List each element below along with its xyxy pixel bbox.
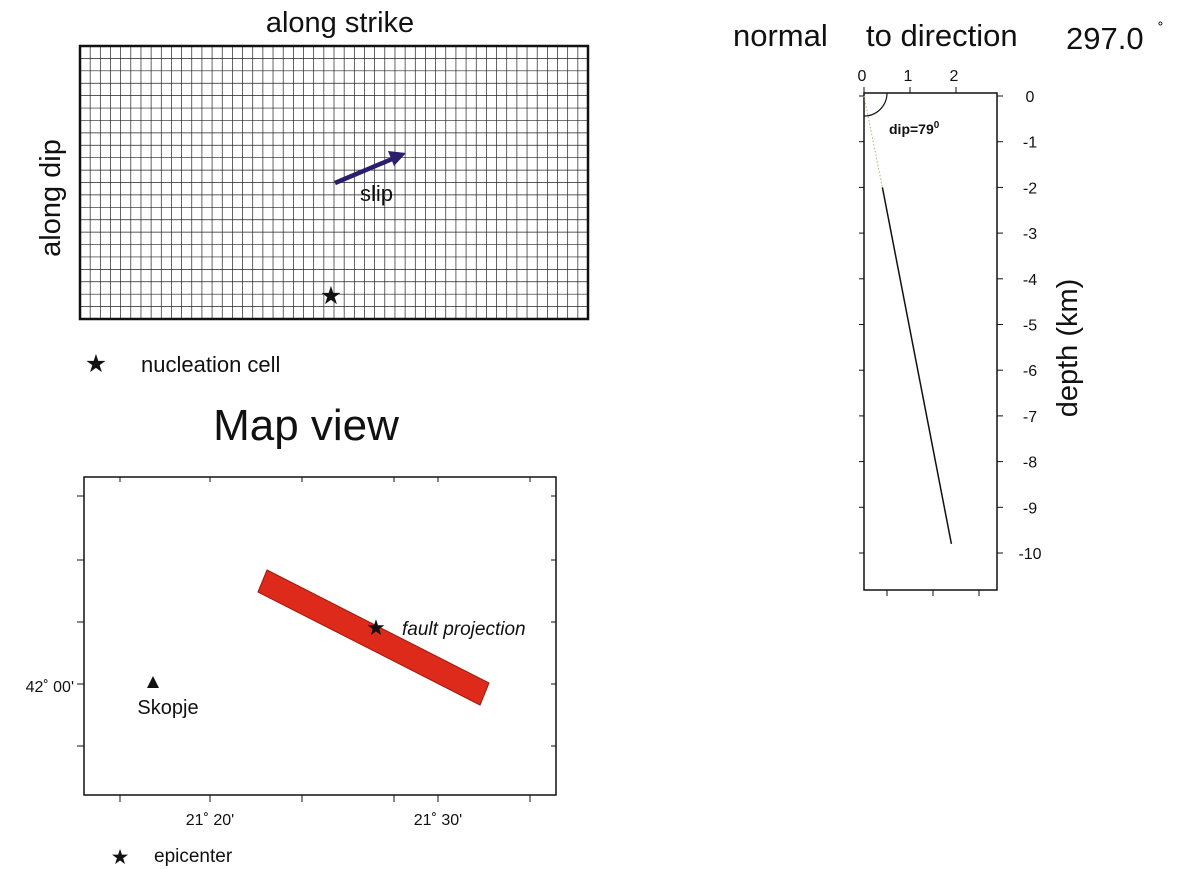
- nucleation-legend-label: nucleation cell: [141, 352, 280, 377]
- y-tick-label: -4: [1023, 272, 1037, 289]
- fault-trace-dotted: [863, 95, 883, 188]
- longitude-label-2: 21˚ 30': [414, 812, 462, 829]
- y-tick-label: -10: [1018, 546, 1041, 563]
- slip-arrow: [334, 151, 406, 186]
- fault-plane-border: [78, 44, 590, 321]
- x-tick-label: 1: [904, 68, 913, 85]
- nucleation-legend-star-icon: ★: [85, 350, 107, 378]
- y-tick-label: -3: [1023, 226, 1037, 243]
- longitude-label-1: 21˚ 20': [186, 812, 234, 829]
- cross-section-panel: normal to direction 297.0 ˚ 0 1 2 0 -1 -2 -3 -4…: [733, 18, 1164, 596]
- y-tick-label: -1: [1023, 135, 1037, 152]
- fault-plane-panel: along strike along dip slip ★: [35, 7, 590, 321]
- cross-section-ticks: 0 1 2 0 -1 -2 -3 -4 -5 -6 -7 -8 -9 -10: [858, 68, 1042, 596]
- along-strike-title: along strike: [266, 7, 414, 39]
- fault-grid: [80, 46, 588, 319]
- y-tick-label: -5: [1023, 318, 1037, 335]
- y-tick-label: -9: [1023, 500, 1037, 517]
- fault-trace: [863, 95, 953, 545]
- dip-label-text: dip=79: [889, 121, 934, 137]
- cross-section-title-normal: normal: [733, 18, 828, 53]
- map-view-title: Map view: [213, 401, 399, 450]
- epicenter-legend-label: epicenter: [154, 846, 233, 867]
- dip-angle-arc: [863, 92, 888, 117]
- dip-label-superscript: 0: [934, 120, 940, 131]
- skopje-triangle-icon: [147, 676, 159, 688]
- nucleation-legend: ★ nucleation cell: [85, 350, 281, 378]
- map-view-panel: Map view ★ fault projection Skopje 42˚ 0…: [26, 401, 557, 829]
- degree-symbol: ˚: [1158, 20, 1164, 39]
- y-tick-label: -7: [1023, 409, 1037, 426]
- along-dip-label: along dip: [35, 139, 67, 257]
- epicenter-star-icon: ★: [366, 615, 386, 640]
- epicenter-legend: ★ epicenter: [111, 846, 233, 869]
- dip-label: dip=790: [889, 120, 940, 137]
- map-frame: [83, 476, 557, 796]
- cross-section-direction-value: 297.0: [1066, 21, 1144, 56]
- latitude-label: 42˚ 00': [26, 679, 74, 696]
- slip-arrow-shaft: [334, 156, 393, 186]
- y-tick-label: -6: [1023, 363, 1037, 380]
- skopje-label: Skopje: [137, 697, 198, 719]
- slip-arrow-head: [388, 151, 406, 166]
- x-tick-label: 2: [950, 68, 959, 85]
- depth-axis-label: depth (km): [1052, 279, 1084, 418]
- nucleation-star-icon: ★: [320, 282, 342, 310]
- y-tick-label: 0: [1026, 89, 1035, 106]
- fault-projection-rect: [257, 569, 490, 706]
- fault-projection-label: fault projection: [402, 619, 526, 640]
- slip-label: slip: [360, 181, 393, 206]
- epicenter-legend-star-icon: ★: [111, 846, 130, 869]
- fault-trace-line: [881, 187, 953, 545]
- cross-section-frame: [863, 92, 998, 591]
- map-ticks: [77, 477, 556, 802]
- x-tick-label: 0: [858, 68, 867, 85]
- y-tick-label: -2: [1023, 180, 1037, 197]
- y-tick-label: -8: [1023, 455, 1037, 472]
- cross-section-title-direction: to direction: [866, 18, 1018, 53]
